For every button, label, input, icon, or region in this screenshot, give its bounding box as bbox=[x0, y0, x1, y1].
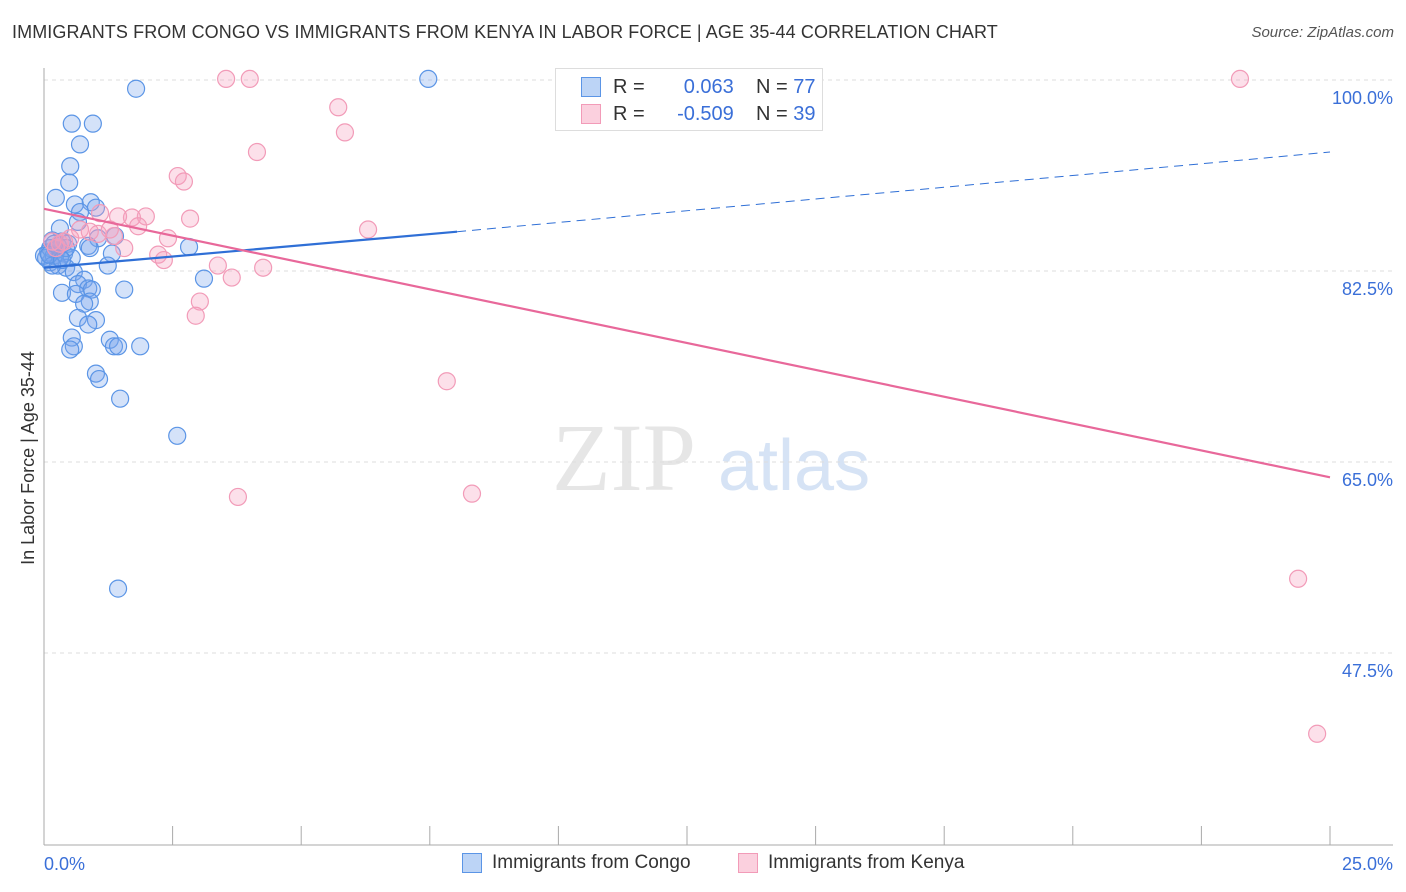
congo-point bbox=[80, 238, 99, 258]
kenya-point bbox=[100, 220, 119, 239]
congo-point bbox=[194, 269, 214, 288]
watermark-atlas: atlas bbox=[718, 426, 870, 506]
congo-point bbox=[126, 79, 146, 98]
source-label: Source: ZipAtlas.com bbox=[1251, 24, 1394, 41]
kenya-point bbox=[1230, 69, 1250, 89]
chart-title: IMMIGRANTS FROM CONGO VS IMMIGRANTS FROM… bbox=[12, 22, 998, 42]
kenya-point bbox=[222, 268, 241, 287]
congo-swatch bbox=[581, 77, 601, 97]
congo-point bbox=[68, 308, 88, 328]
n-label: N = bbox=[756, 102, 788, 125]
legend-row-kenya: R = -0.509 N = 39 bbox=[581, 102, 816, 126]
congo-point bbox=[98, 256, 117, 275]
r-label: R = bbox=[613, 75, 645, 98]
kenya-point bbox=[240, 69, 259, 89]
r-label: R = bbox=[613, 102, 645, 125]
congo-point bbox=[104, 337, 124, 356]
kenya-point bbox=[216, 69, 236, 89]
congo-point bbox=[115, 280, 134, 299]
kenya-trendline bbox=[43, 207, 1331, 479]
kenya-point bbox=[228, 487, 248, 507]
kenya-point bbox=[80, 222, 99, 241]
kenya-point bbox=[186, 306, 205, 325]
congo-point bbox=[108, 579, 128, 598]
congo-point bbox=[83, 114, 102, 133]
kenya-point bbox=[437, 372, 456, 391]
y-tick-label: 82.5% bbox=[1342, 279, 1393, 299]
kenya-point bbox=[1308, 724, 1327, 743]
n-label: N = bbox=[756, 75, 788, 98]
congo-point bbox=[70, 135, 90, 154]
kenya-swatch bbox=[581, 104, 601, 124]
congo-r-value: 0.063 bbox=[683, 75, 734, 98]
congo-point bbox=[86, 364, 106, 383]
congo-point bbox=[89, 369, 109, 389]
congo-point bbox=[52, 283, 72, 302]
x-tick-label: 0.0% bbox=[44, 854, 85, 874]
legend-label-congo: Immigrants from Congo bbox=[492, 852, 691, 873]
congo-trendline-extrapolated bbox=[457, 151, 1331, 233]
congo-point bbox=[79, 315, 98, 334]
kenya-point bbox=[358, 220, 378, 239]
congo-swatch bbox=[462, 853, 482, 873]
congo-point bbox=[64, 262, 83, 282]
kenya-n-value: 39 bbox=[793, 102, 816, 125]
kenya-point bbox=[136, 207, 155, 226]
kenya-point bbox=[208, 256, 227, 275]
congo-point bbox=[168, 426, 187, 445]
kenya-point bbox=[174, 172, 194, 191]
y-tick-label: 47.5% bbox=[1342, 661, 1393, 681]
kenya-point bbox=[154, 250, 173, 270]
kenya-point bbox=[1289, 569, 1308, 588]
legend-item-kenya: Immigrants from Kenya bbox=[738, 852, 964, 874]
congo-point bbox=[60, 173, 79, 192]
congo-point bbox=[131, 337, 150, 356]
y-tick-label: 100.0% bbox=[1332, 88, 1393, 108]
congo-point bbox=[62, 114, 81, 133]
kenya-point bbox=[180, 209, 200, 228]
kenya-r-value: -0.509 bbox=[677, 102, 734, 125]
congo-point bbox=[61, 157, 80, 176]
kenya-point bbox=[247, 142, 267, 162]
kenya-swatch bbox=[738, 853, 758, 873]
kenya-point bbox=[190, 292, 209, 311]
kenya-point bbox=[329, 98, 348, 117]
legend-item-congo: Immigrants from Congo bbox=[462, 852, 691, 874]
congo-n-value: 77 bbox=[793, 75, 816, 98]
kenya-point bbox=[54, 232, 74, 251]
kenya-point bbox=[254, 258, 273, 277]
congo-trendline bbox=[43, 230, 458, 269]
kenya-point bbox=[335, 123, 355, 142]
y-axis-label: In Labor Force | Age 35-44 bbox=[18, 351, 38, 565]
kenya-point bbox=[115, 238, 134, 258]
congo-point bbox=[111, 389, 130, 408]
congo-point bbox=[46, 188, 65, 207]
legend-label-kenya: Immigrants from Kenya bbox=[768, 852, 965, 873]
kenya-point bbox=[90, 204, 110, 223]
kenya-point bbox=[462, 484, 482, 503]
stats-legend: R = 0.063 N = 77 R = -0.509 N = 39 bbox=[555, 68, 823, 131]
congo-point bbox=[419, 69, 438, 89]
congo-point bbox=[108, 337, 128, 356]
legend-row-congo: R = 0.063 N = 77 bbox=[581, 75, 816, 99]
x-tick-label: 25.0% bbox=[1342, 854, 1393, 874]
congo-point bbox=[61, 340, 80, 359]
watermark-zip: ZIP bbox=[552, 404, 696, 511]
y-tick-label: 65.0% bbox=[1342, 470, 1393, 490]
